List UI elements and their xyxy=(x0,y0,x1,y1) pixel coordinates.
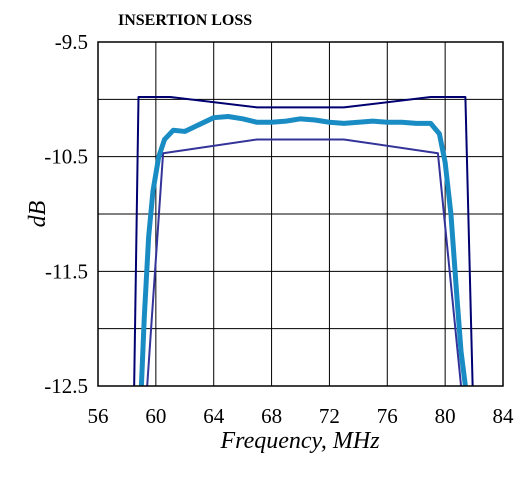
x-tick-label: 60 xyxy=(145,404,166,428)
series-line-2 xyxy=(146,138,463,387)
y-tick-label: -9.5 xyxy=(55,30,88,54)
x-tick-label: 56 xyxy=(88,404,109,428)
y-tick-labels: -9.5 -10.5 -11.5 -12.5 xyxy=(44,30,88,398)
x-tick-label: 68 xyxy=(261,404,282,428)
y-tick-label: -10.5 xyxy=(44,145,88,169)
x-tick-label: 76 xyxy=(377,404,398,428)
x-axis-label: Frequency, MHz xyxy=(219,428,380,454)
y-axis-label: dB xyxy=(25,200,51,227)
grid-lines xyxy=(98,42,503,386)
x-tick-label: 72 xyxy=(319,404,340,428)
y-tick-label: -12.5 xyxy=(44,374,88,398)
x-tick-label: 84 xyxy=(493,404,515,428)
x-tick-label: 80 xyxy=(435,404,456,428)
series-group xyxy=(133,96,474,387)
plot-frame xyxy=(97,41,504,387)
x-tick-label: 64 xyxy=(203,404,225,428)
series-line-3 xyxy=(138,114,468,387)
y-tick-label: -11.5 xyxy=(45,259,88,283)
series-line-1 xyxy=(133,96,474,387)
x-tick-labels: 56 60 64 68 72 76 80 84 xyxy=(88,404,515,428)
chart-title: INSERTION LOSS xyxy=(118,12,252,29)
